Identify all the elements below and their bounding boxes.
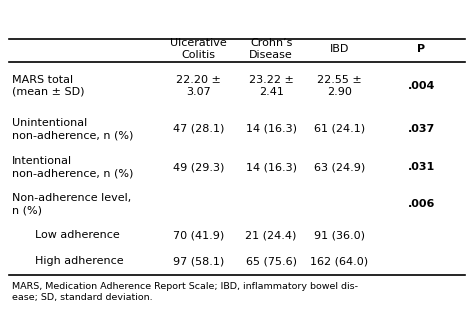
Text: Intentional
non-adherence, n (%): Intentional non-adherence, n (%) xyxy=(12,156,133,178)
Text: P: P xyxy=(417,44,425,54)
Text: 22.20 ±
3.07: 22.20 ± 3.07 xyxy=(176,74,221,97)
Text: 61 (24.1): 61 (24.1) xyxy=(314,124,365,134)
Text: 49 (29.3): 49 (29.3) xyxy=(173,162,224,172)
Text: Low adherence: Low adherence xyxy=(35,230,119,240)
Text: 21 (24.4): 21 (24.4) xyxy=(246,230,297,240)
Text: 63 (24.9): 63 (24.9) xyxy=(314,162,365,172)
Text: 97 (58.1): 97 (58.1) xyxy=(173,256,224,266)
Text: 14 (16.3): 14 (16.3) xyxy=(246,124,297,134)
Text: .037: .037 xyxy=(408,124,435,134)
Text: 23.22 ±
2.41: 23.22 ± 2.41 xyxy=(249,74,293,97)
Text: 91 (36.0): 91 (36.0) xyxy=(314,230,365,240)
Text: 14 (16.3): 14 (16.3) xyxy=(246,162,297,172)
Text: MARS, Medication Adherence Report Scale; IBD, inflammatory bowel dis-
ease; SD, : MARS, Medication Adherence Report Scale;… xyxy=(12,282,358,302)
Text: Unintentional
non-adherence, n (%): Unintentional non-adherence, n (%) xyxy=(12,118,133,140)
Text: 47 (28.1): 47 (28.1) xyxy=(173,124,224,134)
Text: MARS total
(mean ± SD): MARS total (mean ± SD) xyxy=(12,74,84,97)
Text: Ulcerative
Colitis: Ulcerative Colitis xyxy=(170,38,227,60)
Text: 65 (75.6): 65 (75.6) xyxy=(246,256,297,266)
Text: 22.55 ±
2.90: 22.55 ± 2.90 xyxy=(317,74,362,97)
Text: Crohn’s
Disease: Crohn’s Disease xyxy=(249,38,293,60)
Text: High adherence: High adherence xyxy=(35,256,123,266)
Text: .004: .004 xyxy=(408,81,435,91)
Text: 162 (64.0): 162 (64.0) xyxy=(310,256,368,266)
Text: 70 (41.9): 70 (41.9) xyxy=(173,230,224,240)
Text: .031: .031 xyxy=(408,162,435,172)
Text: Non-adherence level,
n (%): Non-adherence level, n (%) xyxy=(12,193,131,216)
Text: .006: .006 xyxy=(408,199,435,209)
Text: IBD: IBD xyxy=(330,44,349,54)
